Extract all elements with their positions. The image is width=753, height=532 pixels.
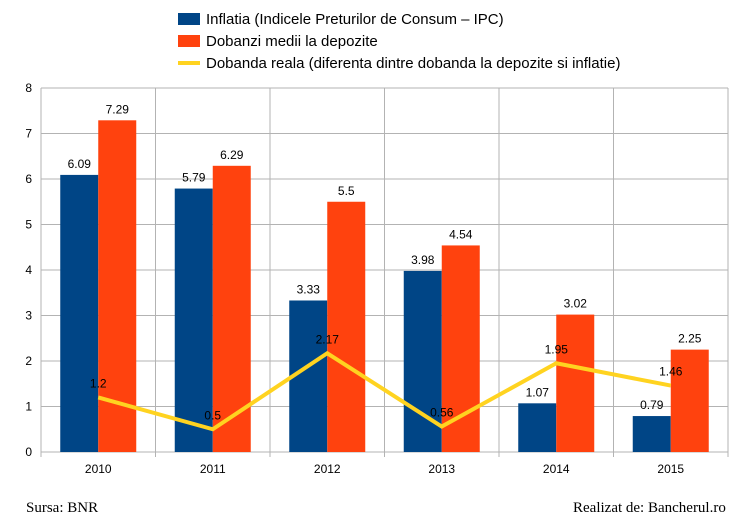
x-tick-label: 2013 (428, 462, 455, 476)
y-tick-label: 2 (25, 354, 32, 368)
bar (212, 165, 251, 452)
x-tick-label: 2012 (314, 462, 341, 476)
line-data-label: 1.95 (545, 342, 569, 356)
bar-data-label: 3.02 (564, 297, 588, 311)
credit-note: Realizat de: Bancherul.ro (573, 500, 726, 516)
bar-data-label: 4.54 (449, 227, 473, 241)
bar-data-label: 0.79 (640, 398, 664, 412)
y-tick-label: 6 (25, 172, 32, 186)
series-line-real-rate (97, 350, 672, 432)
bar (441, 245, 480, 452)
legend-swatch-inflation (178, 13, 200, 25)
bar (60, 174, 99, 452)
bar (174, 188, 213, 452)
line-data-label: 2.17 (316, 332, 340, 346)
x-tick-label: 2010 (85, 462, 112, 476)
line-data-label: 0.5 (204, 408, 221, 422)
bar (98, 120, 137, 453)
bar (518, 403, 557, 452)
x-tick-label: 2015 (657, 462, 684, 476)
y-tick-label: 1 (25, 400, 32, 414)
legend-item-deposits: Dobanzi medii la depozite (178, 30, 620, 52)
bar-data-label: 5.5 (338, 184, 355, 198)
legend-label-deposits: Dobanzi medii la depozite (206, 32, 378, 50)
legend-label-real-rate: Dobanda reala (diferenta dintre dobanda … (206, 54, 621, 72)
bar (632, 416, 671, 452)
bar-data-label: 5.79 (182, 171, 206, 185)
bar (670, 349, 709, 452)
y-tick-label: 5 (25, 218, 32, 232)
y-tick-label: 8 (25, 81, 32, 95)
line-data-label: 0.56 (430, 406, 454, 420)
source-note: Sursa: BNR (26, 500, 99, 516)
legend-item-inflation: Inflatia (Indicele Preturilor de Consum … (178, 8, 620, 30)
y-tick-label: 3 (25, 309, 32, 323)
line-data-label: 1.2 (90, 376, 107, 390)
bar-data-label: 1.07 (526, 385, 550, 399)
bar-data-label: 3.33 (297, 282, 321, 296)
line-data-label: 1.46 (659, 365, 683, 379)
bar-data-label: 6.09 (68, 157, 92, 171)
legend-swatch-deposits (178, 35, 200, 47)
x-tick-label: 2011 (200, 462, 226, 476)
legend-swatch-real-rate (178, 61, 200, 65)
y-tick-label: 7 (25, 127, 32, 141)
bar-data-label: 7.29 (106, 102, 130, 116)
bar-data-label: 2.25 (678, 332, 702, 346)
bar (327, 201, 366, 452)
bar-data-label: 3.98 (411, 253, 435, 267)
legend-label-inflation: Inflatia (Indicele Preturilor de Consum … (206, 10, 504, 28)
x-tick-label: 2014 (543, 462, 570, 476)
chart-legend: Inflatia (Indicele Preturilor de Consum … (178, 8, 620, 74)
bar-data-label: 6.29 (220, 148, 244, 162)
y-tick-label: 0 (25, 445, 32, 459)
y-tick-label: 4 (25, 263, 32, 277)
bar (556, 314, 595, 452)
legend-item-real-rate: Dobanda reala (diferenta dintre dobanda … (178, 52, 620, 74)
